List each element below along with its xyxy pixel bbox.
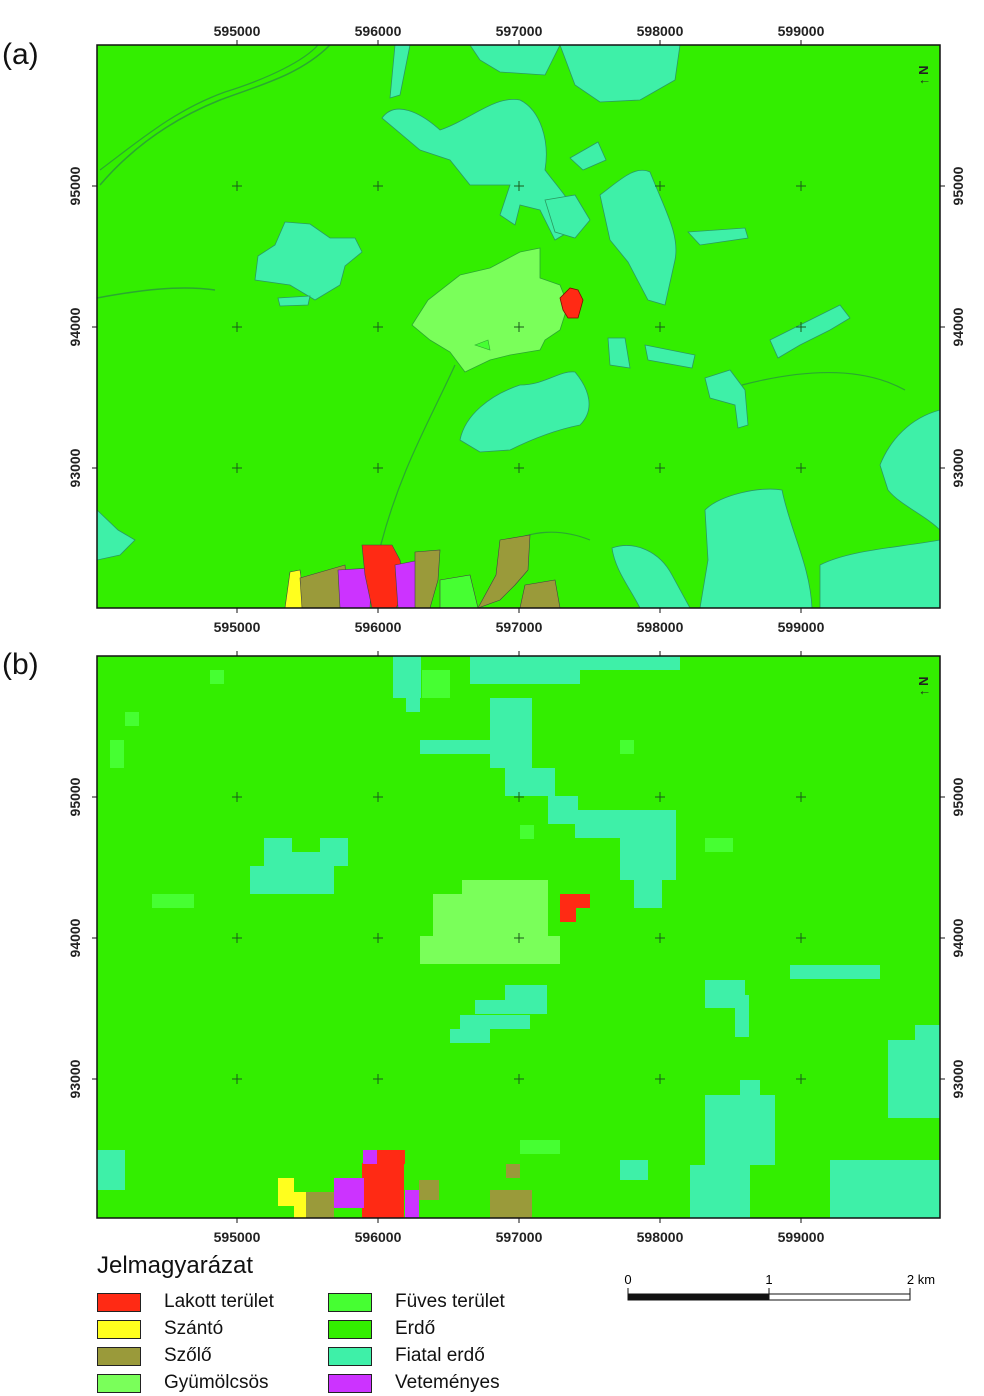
- map-a-bottom-x-tick-2: 597000: [496, 619, 543, 635]
- map-a-right-y-tick-0: 95000: [950, 166, 966, 205]
- map-b-right-y-tick-2: 93000: [950, 1059, 966, 1098]
- map-a-bottom-x-tick-0: 595000: [214, 619, 261, 635]
- legend-label-4: Füves terület: [395, 1291, 505, 1312]
- map-a-left-y-tick-1: 94000: [67, 307, 83, 346]
- map-a-top-x-tick-1: 596000: [355, 23, 402, 39]
- map-a-right-y-tick-2: 93000: [950, 448, 966, 487]
- map-a-top-x-tick-4: 599000: [778, 23, 825, 39]
- map-a-left-y-tick-0: 95000: [67, 166, 83, 205]
- map-a-right-y-tick-1: 94000: [950, 307, 966, 346]
- legend-swatch-3: [97, 1374, 141, 1393]
- legend-label-5: Erdő: [395, 1318, 436, 1339]
- map-a-bottom-x-tick-1: 596000: [355, 619, 402, 635]
- north-arrow-a: ↑ N: [916, 66, 931, 86]
- north-arrow-b: ↑ N: [916, 677, 931, 697]
- legend-swatch-7: [328, 1374, 372, 1393]
- legend-swatch-4: [328, 1293, 372, 1312]
- map-b-bottom-x-tick-1: 596000: [355, 1229, 402, 1245]
- map-a-top-x-tick-0: 595000: [214, 23, 261, 39]
- legend-swatch-5: [328, 1320, 372, 1339]
- map-a: [97, 45, 940, 608]
- panel-label-a: (a): [2, 38, 39, 71]
- panel-label-b: (b): [2, 648, 39, 681]
- map-b-bottom-x-tick-3: 598000: [637, 1229, 684, 1245]
- legend-label-0: Lakott terület: [164, 1291, 274, 1312]
- legend-title: Jelmagyarázat: [97, 1252, 254, 1279]
- legend-label-3: Gyümölcsös: [164, 1372, 269, 1393]
- map-b-left-y-tick-2: 93000: [67, 1059, 83, 1098]
- map-a-top-x-tick-2: 597000: [496, 23, 543, 39]
- legend-label-2: Szőlő: [164, 1345, 212, 1366]
- map-b-left-y-tick-0: 95000: [67, 777, 83, 816]
- map-a-left-y-tick-2: 93000: [67, 448, 83, 487]
- map-a-top-x-tick-3: 598000: [637, 23, 684, 39]
- map-b-right-y-tick-1: 94000: [950, 918, 966, 957]
- map-b-bottom-x-tick-4: 599000: [778, 1229, 825, 1245]
- legend-label-1: Szántó: [164, 1318, 224, 1339]
- map-a-bottom-x-tick-3: 598000: [637, 619, 684, 635]
- map-b-bottom-x-tick-2: 597000: [496, 1229, 543, 1245]
- map-b: [97, 656, 940, 1218]
- legend-swatch-6: [328, 1347, 372, 1366]
- legend-swatch-2: [97, 1347, 141, 1366]
- map-b-right-y-tick-0: 95000: [950, 777, 966, 816]
- legend-label-6: Fiatal erdő: [395, 1345, 485, 1366]
- map-a-bottom-x-tick-4: 599000: [778, 619, 825, 635]
- map-b-bottom-x-tick-0: 595000: [214, 1229, 261, 1245]
- map-b-left-y-tick-1: 94000: [67, 918, 83, 957]
- legend-label-7: Veteményes: [395, 1372, 500, 1393]
- legend-swatch-0: [97, 1293, 141, 1312]
- legend-swatch-1: [97, 1320, 141, 1339]
